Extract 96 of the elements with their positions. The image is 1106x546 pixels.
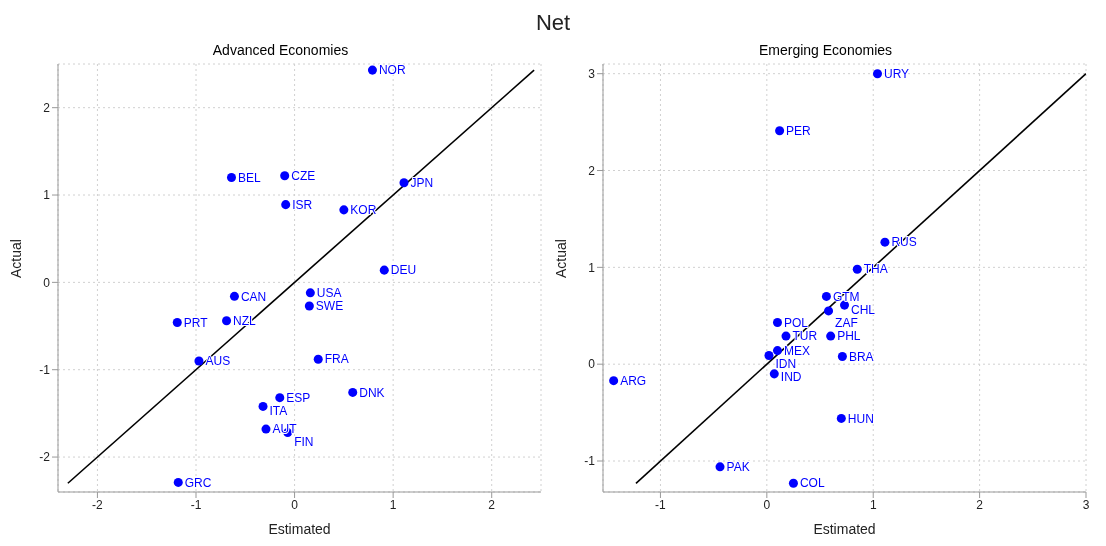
data-label: NOR [378,63,406,78]
data-label: FIN [294,435,314,450]
point [226,173,236,183]
x-tick-label: 2 [976,497,984,512]
point [173,477,183,487]
point [313,354,323,364]
y-axis-title: Actual [7,239,24,278]
data-label: ITA [269,403,288,418]
x-tick-label: 3 [1082,497,1090,512]
data-label: CAN [240,289,267,304]
point [399,178,409,188]
y-tick-label: -1 [39,362,51,377]
data-label: IDN [775,356,797,371]
point [772,318,782,328]
point [775,126,785,136]
data-label: FRA [324,352,349,367]
x-tick-label: -1 [655,497,667,512]
point [880,237,890,247]
point [821,291,831,301]
y-axis-title: Actual [552,239,569,278]
data-label: IND [780,369,802,384]
y-tick-label: -1 [584,454,596,469]
y-tick-label: 2 [588,163,596,178]
point [304,301,314,311]
data-label: ARG [620,373,647,388]
data-label: AUT [272,422,298,437]
data-label: SWE [315,299,344,314]
data-label: CHL [851,302,876,317]
point [781,331,791,341]
y-tick-label: 0 [43,275,51,290]
x-tick-label: 0 [291,497,299,512]
data-label: JPN [410,175,434,190]
y-tick-label: -2 [39,450,51,465]
point [367,65,377,75]
point [788,478,798,488]
data-label: HUN [847,411,874,426]
point [872,69,882,79]
x-tick-label: 1 [389,497,397,512]
point [837,351,847,361]
point [836,413,846,423]
point [172,318,182,328]
x-tick-label: 2 [488,497,496,512]
point [379,265,389,275]
point [280,171,290,181]
point [609,376,619,386]
x-tick-label: -2 [92,497,104,512]
data-label: PRT [183,315,209,330]
point [229,291,239,301]
point [258,401,268,411]
data-label: AUS [205,354,231,369]
data-label: COL [799,476,825,491]
point [715,462,725,472]
data-label: CZE [291,169,316,183]
point [348,387,358,397]
y-tick-label: 1 [43,188,51,203]
data-label: ISR [292,197,313,212]
data-label: DEU [390,263,417,278]
point [824,306,834,316]
y-tick-label: 3 [588,66,596,81]
data-label: PHL [837,329,861,344]
data-label: ESP [286,390,311,405]
x-tick-label: 0 [763,497,771,512]
point [772,346,782,356]
point [769,369,779,379]
data-label: DNK [359,385,385,400]
x-tick-label: -1 [190,497,202,512]
chart-title: Emerging Economies [757,42,894,60]
data-label: BRA [848,349,874,364]
point [305,288,315,298]
y-tick-label: 2 [43,100,51,115]
data-label: ZAF [835,315,858,330]
point [222,316,232,326]
y-tick-label: 1 [588,260,596,275]
x-axis-title: Estimated [268,521,331,537]
point [764,350,774,360]
chart-title: Advanced Economies [211,42,350,60]
point [261,424,271,434]
data-label: KOR [350,203,377,218]
point [826,331,836,341]
point [275,393,285,403]
point [339,205,349,215]
data-label: PER [786,124,812,139]
text: Net [535,10,571,35]
data-label: PAK [726,460,750,475]
data-label: BEL [238,170,262,185]
data-label: URY [883,66,910,81]
data-label: POL [783,315,809,330]
point [281,200,291,210]
y-tick-label: 0 [588,357,596,372]
x-axis-title: Estimated [813,521,876,537]
data-label: GRC [184,475,212,490]
point [194,356,204,366]
x-tick-label: 1 [869,497,877,512]
data-label: USA [316,286,342,301]
point [852,264,862,274]
data-label: MEX [783,343,810,358]
